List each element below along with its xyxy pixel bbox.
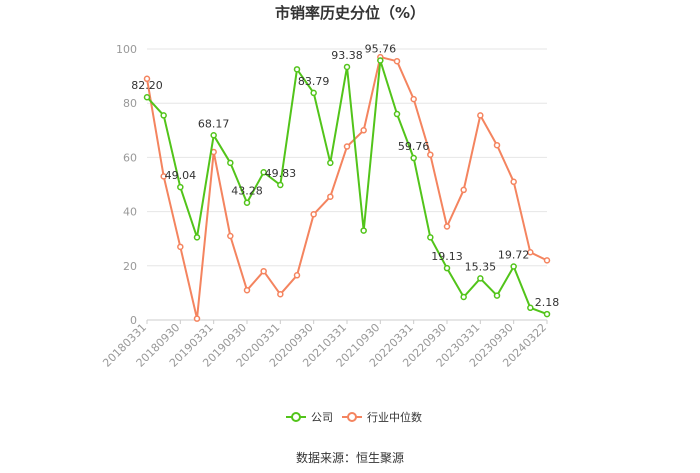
data-point[interactable] bbox=[343, 143, 351, 150]
x-axis: 2018033120180930201903312019093020200331… bbox=[100, 319, 549, 370]
data-point[interactable] bbox=[143, 93, 151, 101]
data-point[interactable] bbox=[310, 211, 317, 218]
data-label: 19.13 bbox=[431, 250, 463, 263]
legend-industry-label: 行业中位数 bbox=[367, 410, 422, 424]
data-point[interactable] bbox=[460, 186, 467, 194]
data-point[interactable] bbox=[177, 243, 184, 251]
data-point[interactable] bbox=[393, 110, 401, 118]
legend-company-label: 公司 bbox=[311, 411, 333, 424]
data-point[interactable] bbox=[510, 263, 517, 270]
data-point[interactable] bbox=[410, 95, 417, 103]
y-axis: 0 20 40 60 80 100 bbox=[116, 43, 137, 327]
data-label: 43.28 bbox=[231, 185, 263, 198]
y-tick-label: 60 bbox=[123, 151, 137, 164]
y-tick-label: 0 bbox=[130, 314, 137, 327]
data-source: 数据来源：恒生聚源 bbox=[296, 450, 404, 465]
data-point[interactable] bbox=[427, 151, 434, 158]
data-point[interactable] bbox=[443, 223, 451, 230]
series-industry-median bbox=[143, 53, 551, 322]
data-point[interactable] bbox=[293, 66, 301, 73]
data-point[interactable] bbox=[310, 89, 317, 97]
data-point[interactable] bbox=[427, 234, 434, 241]
data-label: 83.79 bbox=[298, 75, 330, 88]
y-tick-label: 20 bbox=[123, 260, 137, 273]
data-point[interactable] bbox=[227, 159, 234, 167]
data-label: 82.20 bbox=[131, 79, 163, 92]
series-layer bbox=[143, 53, 551, 322]
data-label: 95.76 bbox=[365, 42, 397, 55]
data-point[interactable] bbox=[260, 267, 267, 275]
data-point[interactable] bbox=[360, 227, 367, 234]
series-line bbox=[146, 56, 548, 320]
data-point[interactable] bbox=[243, 199, 251, 206]
data-point[interactable] bbox=[277, 181, 284, 189]
data-point[interactable] bbox=[493, 292, 501, 299]
data-point[interactable] bbox=[293, 272, 301, 279]
data-point[interactable] bbox=[277, 291, 284, 298]
data-label: 19.72 bbox=[498, 249, 530, 262]
data-label: 68.17 bbox=[198, 117, 230, 130]
data-point[interactable] bbox=[177, 183, 184, 191]
legend-item-industry-median[interactable]: 行业中位数 bbox=[342, 410, 422, 424]
data-label: 49.83 bbox=[265, 167, 297, 180]
data-point[interactable] bbox=[410, 154, 417, 162]
data-point[interactable] bbox=[160, 173, 167, 180]
data-point[interactable] bbox=[243, 286, 251, 294]
y-tick-label: 40 bbox=[123, 206, 137, 219]
data-point[interactable] bbox=[510, 178, 517, 186]
data-label: 15.35 bbox=[465, 260, 497, 273]
data-point[interactable] bbox=[260, 169, 267, 176]
legend[interactable]: 公司 行业中位数 bbox=[286, 410, 422, 424]
data-point[interactable] bbox=[493, 141, 501, 149]
legend-company-marker bbox=[291, 412, 301, 422]
data-label: 59.76 bbox=[398, 140, 430, 153]
data-point[interactable] bbox=[193, 234, 201, 241]
data-point[interactable] bbox=[393, 57, 401, 65]
data-point[interactable] bbox=[527, 304, 534, 312]
legend-item-company[interactable]: 公司 bbox=[286, 411, 333, 424]
data-point[interactable] bbox=[477, 275, 484, 282]
series-line bbox=[146, 59, 548, 316]
data-point[interactable] bbox=[227, 232, 234, 240]
data-point[interactable] bbox=[377, 57, 384, 64]
data-point[interactable] bbox=[143, 75, 151, 83]
data-point[interactable] bbox=[543, 310, 551, 318]
y-tick-label: 100 bbox=[116, 43, 137, 56]
chart-title: 市销率历史分位（%） bbox=[275, 4, 425, 22]
data-point[interactable] bbox=[327, 159, 334, 167]
data-label: 49.04 bbox=[165, 169, 197, 182]
y-tick-label: 80 bbox=[123, 97, 137, 110]
data-label: 2.18 bbox=[535, 296, 560, 309]
data-point[interactable] bbox=[360, 127, 367, 134]
data-point[interactable] bbox=[477, 112, 484, 119]
series-company bbox=[143, 57, 551, 318]
data-point[interactable] bbox=[193, 315, 201, 322]
data-point[interactable] bbox=[527, 249, 534, 256]
data-point[interactable] bbox=[210, 132, 217, 139]
legend-industry-marker bbox=[347, 412, 357, 422]
data-point[interactable] bbox=[460, 293, 467, 301]
data-point[interactable] bbox=[543, 257, 551, 264]
grid-lines bbox=[147, 48, 547, 321]
data-point[interactable] bbox=[443, 264, 451, 272]
data-point[interactable] bbox=[160, 112, 167, 119]
data-label: 93.38 bbox=[331, 49, 363, 62]
data-point[interactable] bbox=[343, 63, 351, 71]
data-point[interactable] bbox=[327, 193, 334, 200]
